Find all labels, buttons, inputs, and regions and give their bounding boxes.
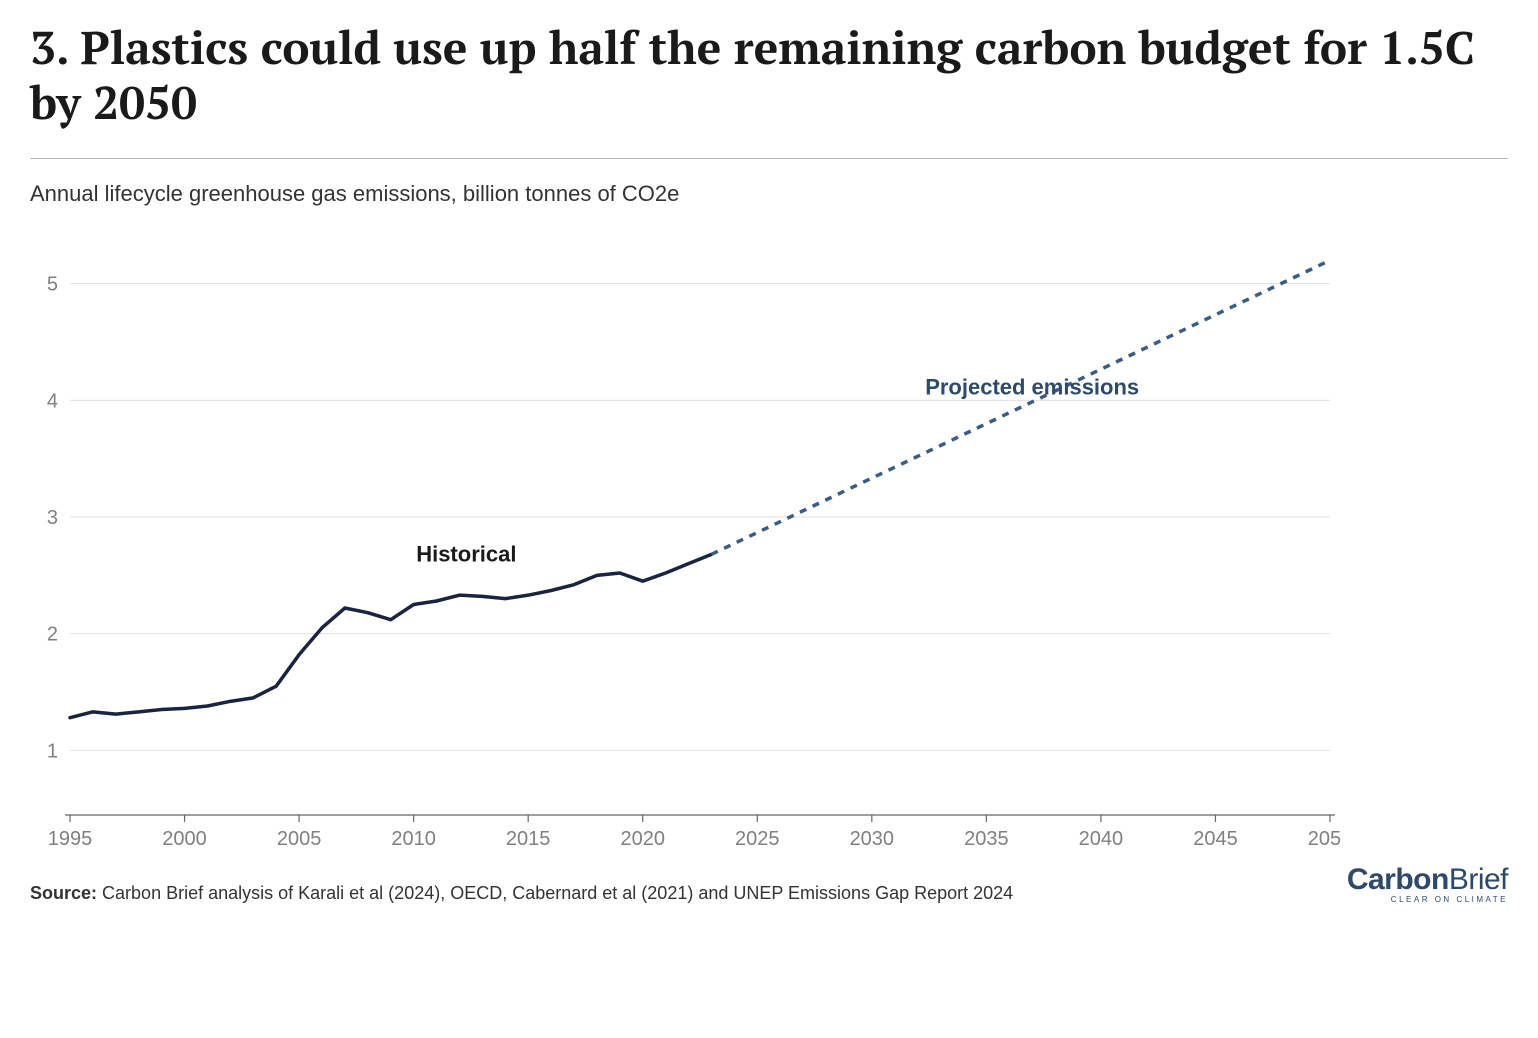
title-divider (30, 158, 1508, 159)
svg-text:2035: 2035 (964, 828, 1009, 850)
svg-text:2010: 2010 (391, 828, 436, 850)
svg-text:2045: 2045 (1193, 828, 1238, 850)
svg-text:2050: 2050 (1308, 828, 1340, 850)
svg-text:5: 5 (47, 274, 58, 296)
chart-container: 1 2 3 4 5 1995 2000 2005 2010 2015 2020 2025 2030 203… (30, 217, 1508, 857)
svg-text:2005: 2005 (277, 828, 322, 850)
svg-text:1995: 1995 (48, 828, 93, 850)
svg-text:2020: 2020 (620, 828, 665, 850)
brand-logo: CarbonBrief CLEAR ON CLIMATE (1347, 865, 1508, 904)
svg-text:2015: 2015 (506, 828, 551, 850)
svg-text:2: 2 (47, 624, 58, 646)
svg-text:2040: 2040 (1079, 828, 1124, 850)
footer-row: Source: Carbon Brief analysis of Karali … (30, 865, 1508, 904)
chart-subtitle: Annual lifecycle greenhouse gas emission… (30, 181, 1508, 207)
svg-text:3: 3 (47, 507, 58, 529)
source-text: Source: Carbon Brief analysis of Karali … (30, 883, 1013, 904)
line-chart: 1 2 3 4 5 1995 2000 2005 2010 2015 2020 2025 2030 203… (30, 217, 1340, 857)
svg-text:2025: 2025 (735, 828, 780, 850)
svg-text:Historical: Historical (416, 542, 516, 567)
svg-text:Projected emissions: Projected emissions (925, 375, 1139, 400)
chart-title: 3. Plastics could use up half the remain… (30, 20, 1508, 130)
svg-text:2030: 2030 (850, 828, 895, 850)
svg-text:1: 1 (47, 741, 58, 763)
svg-text:2000: 2000 (162, 828, 207, 850)
svg-text:4: 4 (47, 391, 58, 413)
